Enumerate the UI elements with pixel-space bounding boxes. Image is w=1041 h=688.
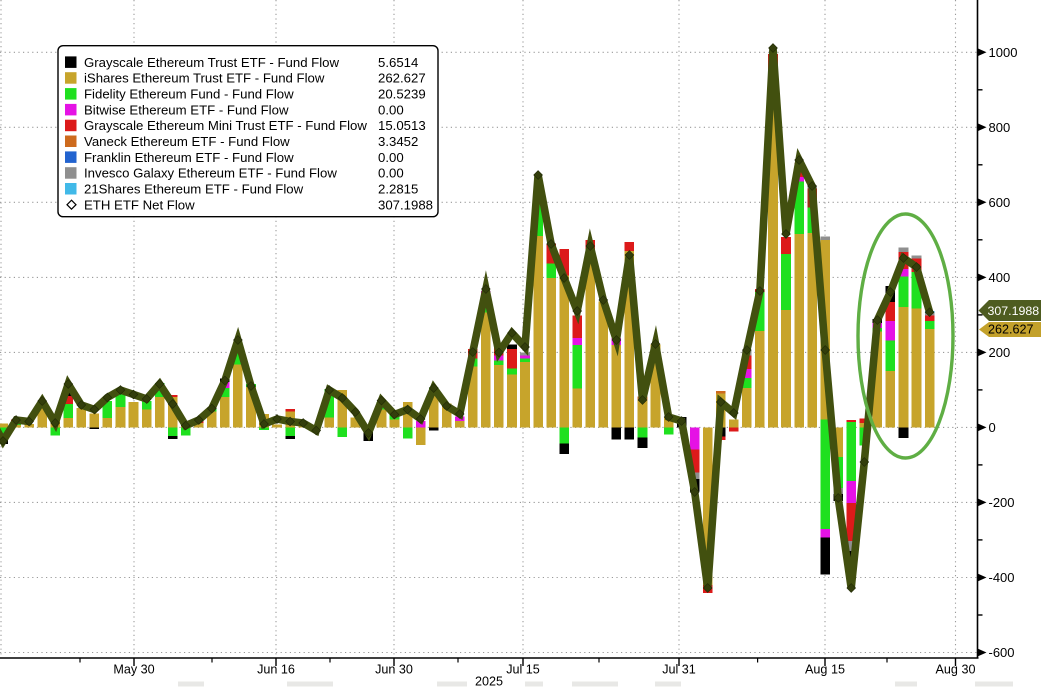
svg-text:2.2815: 2.2815 (378, 182, 418, 197)
svg-text:307.1988: 307.1988 (378, 197, 433, 212)
svg-text:5.6514: 5.6514 (378, 55, 418, 70)
svg-text:0.00: 0.00 (378, 102, 404, 117)
svg-text:Aug 15: Aug 15 (805, 663, 845, 677)
svg-text:21Shares Ethereum ETF - Fund F: 21Shares Ethereum ETF - Fund Flow (84, 182, 304, 197)
svg-text:-200: -200 (989, 495, 1015, 510)
svg-text:Jun 30: Jun 30 (375, 663, 413, 677)
svg-text:0: 0 (989, 420, 996, 435)
svg-text:1000: 1000 (989, 45, 1018, 60)
svg-text:307.1988: 307.1988 (988, 304, 1040, 318)
svg-text:15.0513: 15.0513 (378, 118, 426, 133)
svg-text:20.5239: 20.5239 (378, 87, 426, 102)
svg-text:May 30: May 30 (113, 663, 154, 677)
svg-text:Franklin Ethereum ETF - Fund F: Franklin Ethereum ETF - Fund Flow (84, 150, 294, 165)
svg-text:262.627: 262.627 (988, 323, 1034, 337)
svg-text:Jun 16: Jun 16 (257, 663, 295, 677)
svg-text:Grayscale Ethereum Trust ETF -: Grayscale Ethereum Trust ETF - Fund Flow (84, 55, 340, 70)
svg-text:3.3452: 3.3452 (378, 134, 418, 149)
svg-text:-600: -600 (989, 645, 1015, 660)
svg-text:2025: 2025 (475, 675, 503, 688)
svg-text:Jul 31: Jul 31 (662, 663, 696, 677)
svg-text:Bitwise Ethereum ETF - Fund Fl: Bitwise Ethereum ETF - Fund Flow (84, 102, 289, 117)
svg-text:0.00: 0.00 (378, 150, 404, 165)
svg-text:800: 800 (989, 120, 1011, 135)
svg-text:Invesco Galaxy Ethereum ETF -: Invesco Galaxy Ethereum ETF - Fund Flow (84, 166, 337, 181)
svg-text:262.627: 262.627 (378, 71, 426, 86)
svg-text:Jul 15: Jul 15 (506, 663, 540, 677)
svg-text:400: 400 (989, 270, 1011, 285)
svg-text:600: 600 (989, 195, 1011, 210)
svg-text:Fidelity Ethereum Fund - Fund: Fidelity Ethereum Fund - Fund Flow (84, 87, 294, 102)
svg-text:Grayscale Ethereum Mini Trust: Grayscale Ethereum Mini Trust ETF - Fund… (84, 118, 367, 133)
svg-text:200: 200 (989, 345, 1011, 360)
svg-text:Vaneck Ethereum ETF - Fund Flo: Vaneck Ethereum ETF - Fund Flow (84, 134, 290, 149)
svg-text:Aug 30: Aug 30 (936, 663, 976, 677)
svg-text:0.00: 0.00 (378, 166, 404, 181)
svg-text:-400: -400 (989, 570, 1015, 585)
svg-text:ETH ETF Net Flow: ETH ETF Net Flow (84, 197, 195, 212)
svg-text:iShares Ethereum Trust ETF - F: iShares Ethereum Trust ETF - Fund Flow (84, 71, 325, 86)
